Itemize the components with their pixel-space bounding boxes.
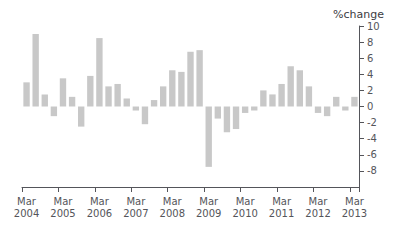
svg-text:6: 6: [367, 53, 373, 64]
svg-text:-8: -8: [367, 165, 377, 176]
svg-text:2013: 2013: [342, 208, 367, 219]
svg-text:2010: 2010: [232, 208, 257, 219]
svg-text:Mar: Mar: [126, 196, 146, 207]
svg-text:-2: -2: [367, 117, 377, 128]
svg-text:Mar: Mar: [236, 196, 256, 207]
svg-text:8: 8: [367, 37, 373, 48]
svg-text:Mar: Mar: [90, 196, 110, 207]
svg-text:%change: %change: [333, 8, 384, 21]
svg-text:2012: 2012: [305, 208, 330, 219]
svg-text:2004: 2004: [14, 208, 39, 219]
svg-text:2008: 2008: [160, 208, 185, 219]
svg-text:Mar: Mar: [309, 196, 329, 207]
svg-text:Mar: Mar: [345, 196, 365, 207]
svg-text:Mar: Mar: [199, 196, 219, 207]
svg-text:Mar: Mar: [17, 196, 37, 207]
svg-text:2011: 2011: [269, 208, 294, 219]
svg-text:Mar: Mar: [163, 196, 183, 207]
svg-text:2005: 2005: [50, 208, 75, 219]
svg-text:10: 10: [367, 21, 380, 32]
svg-text:2006: 2006: [87, 208, 112, 219]
svg-text:Mar: Mar: [54, 196, 74, 207]
svg-text:2: 2: [367, 85, 373, 96]
svg-text:4: 4: [367, 69, 373, 80]
svg-text:-6: -6: [367, 149, 377, 160]
svg-text:2009: 2009: [196, 208, 221, 219]
svg-text:-4: -4: [367, 133, 377, 144]
svg-text:2007: 2007: [123, 208, 148, 219]
svg-text:Mar: Mar: [272, 196, 292, 207]
svg-text:0: 0: [367, 101, 373, 112]
